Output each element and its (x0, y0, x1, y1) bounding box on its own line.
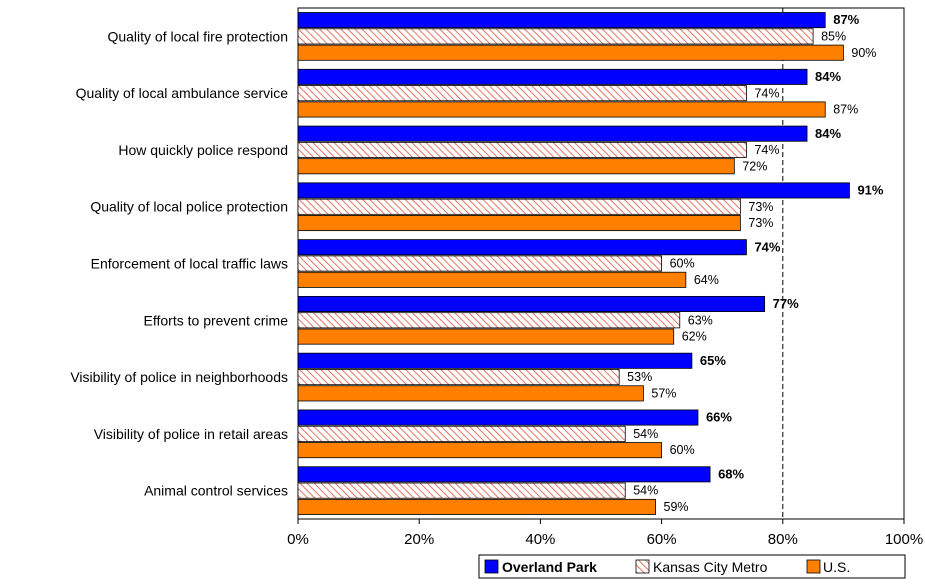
data-label: 59% (664, 500, 689, 514)
bar (297, 239, 747, 256)
category-label: Quality of local fire protection (107, 28, 288, 44)
bar (297, 85, 747, 102)
data-label: 54% (633, 484, 658, 498)
category-label: Enforcement of local traffic laws (91, 256, 288, 272)
data-label: 72% (742, 159, 767, 173)
data-label: 63% (688, 313, 713, 327)
category-label: Visibility of police in neighborhoods (70, 369, 288, 385)
data-label: 77% (773, 296, 799, 311)
bar (297, 28, 814, 45)
data-label: 62% (682, 330, 707, 344)
x-tick-label: 80% (768, 531, 798, 548)
bar (297, 328, 675, 345)
category-label: Efforts to prevent crime (144, 312, 289, 328)
data-label: 74% (754, 239, 780, 254)
category-label: Visibility of police in retail areas (94, 426, 288, 442)
bar (297, 442, 663, 459)
data-label: 74% (754, 86, 779, 100)
category-label: Animal control services (144, 483, 288, 499)
bar (297, 12, 826, 29)
data-label: 66% (706, 410, 732, 425)
category-label: Quality of local ambulance service (76, 85, 289, 101)
bar (297, 101, 826, 118)
legend-swatch (635, 559, 650, 574)
bar (297, 141, 747, 158)
bar (297, 215, 741, 232)
data-label: 53% (627, 370, 652, 384)
category-label: How quickly police respond (118, 142, 288, 158)
legend-label: Kansas City Metro (653, 559, 768, 575)
data-label: 91% (857, 183, 883, 198)
bar (297, 369, 620, 386)
category-label: Quality of local police protection (90, 199, 288, 215)
bar (297, 198, 741, 215)
data-label: 54% (633, 427, 658, 441)
bar (297, 68, 808, 85)
data-label: 87% (833, 103, 858, 117)
x-tick-label: 0% (287, 531, 309, 548)
bar (297, 182, 850, 199)
bar (297, 271, 687, 288)
bar (297, 295, 766, 312)
data-label: 73% (748, 216, 773, 230)
bar (297, 425, 626, 442)
bars: 87% 85% 90% 84% 74% 87% 84% 74% 72% 91% 73% 73% 74% 6… (297, 12, 884, 515)
legend-box (478, 554, 906, 579)
bar (297, 312, 681, 329)
x-tick-label: 40% (525, 531, 555, 548)
bar (297, 255, 663, 272)
data-label: 68% (718, 466, 744, 481)
bar (297, 482, 626, 499)
legend-swatch (806, 559, 821, 574)
bar (297, 125, 808, 142)
legend-label: U.S. (823, 559, 850, 575)
data-label: 60% (670, 443, 695, 457)
bar (297, 44, 844, 61)
bar (297, 352, 693, 369)
bar (297, 385, 644, 402)
x-tick-label: 100% (885, 531, 923, 548)
data-label: 90% (851, 46, 876, 60)
bar (297, 498, 656, 515)
data-label: 84% (815, 69, 841, 84)
data-label: 57% (651, 386, 676, 400)
x-axis: 0% 20% 40% 60% 80% 100% (287, 519, 923, 548)
x-tick-label: 20% (404, 531, 434, 548)
category-labels: Quality of local fire protection Quality … (70, 28, 288, 498)
data-label: 65% (700, 353, 726, 368)
legend: Overland Park Kansas City Metro U.S. (478, 554, 906, 579)
bar (297, 158, 735, 175)
legend-label: Overland Park (502, 559, 597, 575)
data-label: 74% (754, 143, 779, 157)
data-label: 85% (821, 30, 846, 44)
x-tick-label: 60% (647, 531, 677, 548)
data-label: 87% (833, 12, 859, 27)
data-label: 60% (670, 257, 695, 271)
data-label: 73% (748, 200, 773, 214)
data-label: 84% (815, 126, 841, 141)
bar (297, 466, 711, 483)
data-label: 64% (694, 273, 719, 287)
bar (297, 409, 699, 426)
legend-swatch (484, 559, 499, 574)
